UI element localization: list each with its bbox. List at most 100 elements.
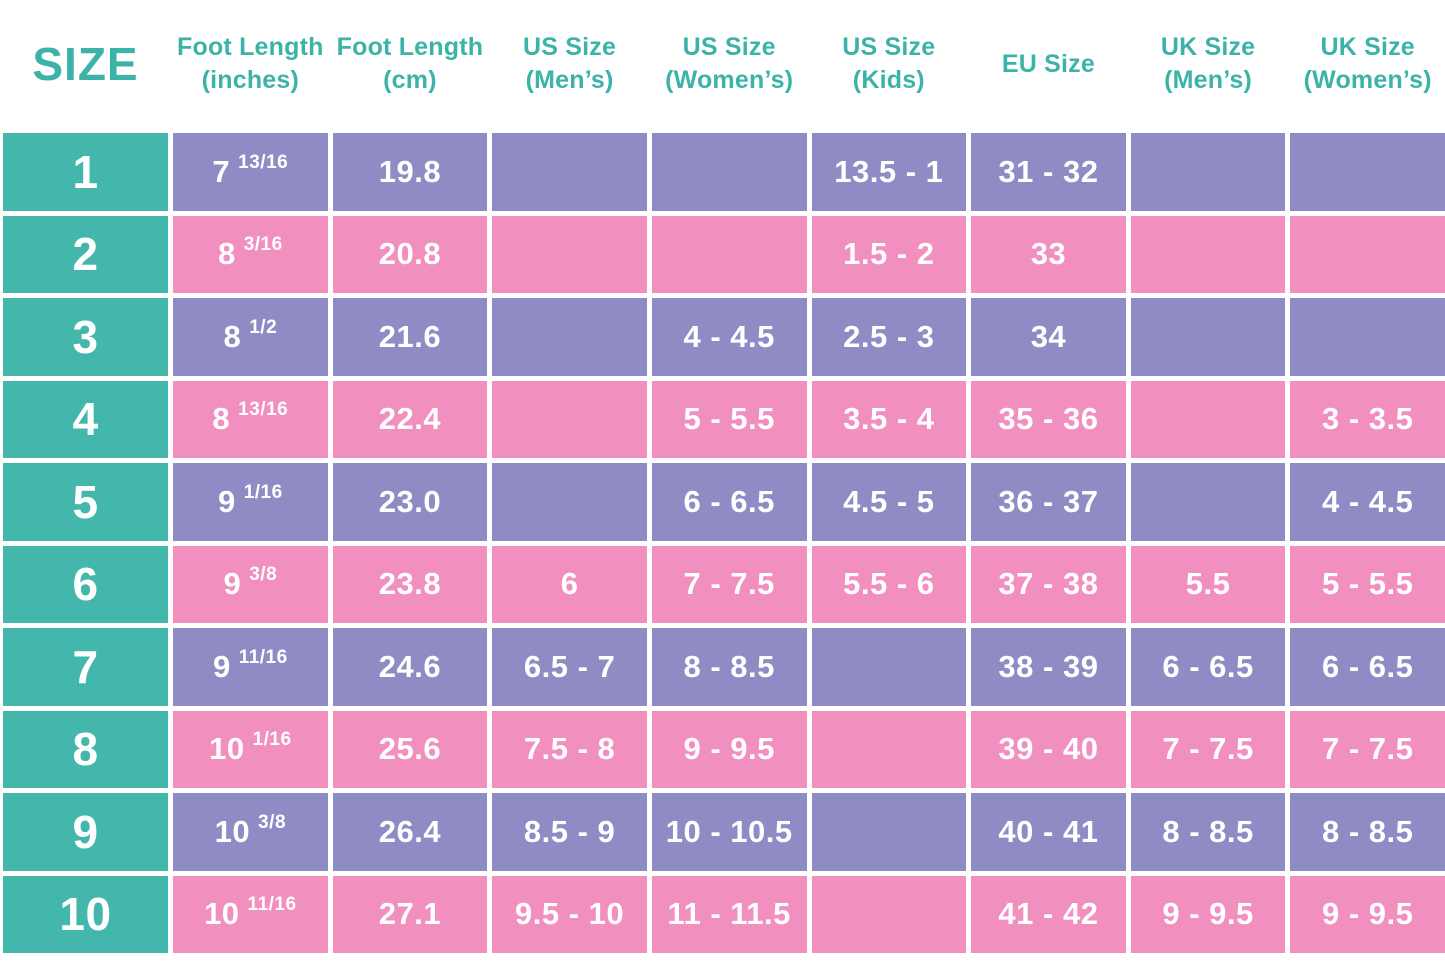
uk-size-mens-cell: [1130, 215, 1286, 293]
uk-size-womens-cell: 4 - 4.5: [1290, 463, 1445, 541]
foot-length-inches-fraction: 1/16: [243, 481, 283, 503]
uk-size-womens-cell: 9 - 9.5: [1290, 875, 1445, 953]
foot-length-inches-whole: 9: [212, 648, 231, 684]
eu-size-cell: 40 - 41: [971, 793, 1126, 871]
column-header-label: US Size: [523, 33, 617, 61]
us-size-womens-cell: 11 - 11.5: [651, 875, 807, 953]
uk-size-womens-cell: [1290, 133, 1445, 211]
foot-length-inches-fraction: 1/16: [252, 729, 292, 751]
column-header-label: US Size: [682, 33, 776, 61]
us-size-womens-cell: 5 - 5.5: [651, 380, 807, 458]
foot-length-inches-cell: 9 3/8: [173, 545, 328, 623]
us-size-mens-cell: [492, 298, 647, 376]
uk-size-womens-cell: 5 - 5.5: [1290, 545, 1445, 623]
uk-size-mens-cell: [1130, 380, 1286, 458]
foot-length-inches-whole: 10: [209, 731, 245, 767]
uk-size-mens-cell: 5.5: [1130, 545, 1286, 623]
foot-length-inches-cell: 9 1/16: [173, 463, 328, 541]
foot-length-cm-cell: 24.6: [332, 628, 488, 706]
column-header-label: EU Size: [1001, 49, 1095, 78]
size-number-cell: 7: [3, 628, 168, 706]
us-size-mens-cell: 6.5 - 7: [492, 628, 647, 706]
size-number-cell: 10: [3, 875, 168, 953]
column-header-foot-length-cm: Foot Length (cm): [332, 0, 488, 128]
us-size-mens-cell: 6: [492, 545, 647, 623]
foot-length-inches-cell: 8 1/2: [173, 298, 328, 376]
column-header-sublabel: (Women’s): [1303, 66, 1432, 94]
column-header-sublabel: (Men’s): [525, 66, 614, 94]
eu-size-cell: 34: [971, 298, 1126, 376]
foot-length-inches-whole: 7: [212, 153, 231, 189]
us-size-kids-cell: [811, 793, 967, 871]
foot-length-inches-fraction: 11/16: [238, 646, 288, 668]
column-header-label: Foot Length: [177, 33, 324, 61]
us-size-kids-cell: 13.5 - 1: [811, 133, 967, 211]
eu-size-cell: 36 - 37: [971, 463, 1126, 541]
size-number-cell: 5: [3, 463, 168, 541]
column-header-us-size-womens: US Size (Women’s): [651, 0, 807, 128]
uk-size-womens-cell: 3 - 3.5: [1290, 380, 1445, 458]
uk-size-womens-cell: [1290, 298, 1445, 376]
column-header-us-size-mens: US Size (Men’s): [492, 0, 647, 128]
foot-length-inches-fraction: 3/16: [243, 234, 283, 256]
eu-size-cell: 35 - 36: [971, 380, 1126, 458]
us-size-kids-cell: 5.5 - 6: [811, 545, 967, 623]
foot-length-inches-whole: 9: [217, 483, 236, 519]
foot-length-inches-fraction: 13/16: [238, 151, 289, 173]
column-header-us-size-kids: US Size (Kids): [811, 0, 967, 128]
column-header-uk-size-mens: UK Size (Men’s): [1130, 0, 1286, 128]
eu-size-cell: 37 - 38: [971, 545, 1126, 623]
eu-size-cell: 33: [971, 215, 1126, 293]
us-size-mens-cell: [492, 133, 647, 211]
uk-size-mens-cell: [1130, 463, 1286, 541]
us-size-kids-cell: 1.5 - 2: [811, 215, 967, 293]
us-size-womens-cell: 4 - 4.5: [651, 298, 807, 376]
uk-size-womens-cell: 7 - 7.5: [1290, 710, 1445, 788]
uk-size-womens-cell: 6 - 6.5: [1290, 628, 1445, 706]
eu-size-cell: 41 - 42: [971, 875, 1126, 953]
uk-size-mens-cell: 9 - 9.5: [1130, 875, 1286, 953]
size-number-cell: 8: [3, 710, 168, 788]
uk-size-mens-cell: [1130, 298, 1286, 376]
size-number-cell: 9: [3, 793, 168, 871]
foot-length-cm-cell: 27.1: [332, 875, 488, 953]
foot-length-inches-fraction: 13/16: [238, 399, 289, 421]
column-header-label: UK Size: [1320, 33, 1415, 61]
us-size-mens-cell: 9.5 - 10: [492, 875, 647, 953]
size-number-cell: 3: [3, 298, 168, 376]
foot-length-cm-cell: 23.0: [332, 463, 488, 541]
column-header-label: UK Size: [1160, 33, 1256, 61]
foot-length-inches-fraction: 11/16: [247, 894, 297, 916]
column-header-size: SIZE: [3, 0, 168, 128]
column-header-label: Foot Length: [336, 33, 484, 61]
uk-size-mens-cell: [1130, 133, 1286, 211]
column-header-foot-length-inches: Foot Length (inches): [173, 0, 328, 128]
foot-length-inches-cell: 7 13/16: [173, 133, 328, 211]
us-size-kids-cell: 3.5 - 4: [811, 380, 967, 458]
us-size-kids-cell: [811, 628, 967, 706]
column-header-sublabel: (Kids): [852, 66, 925, 94]
foot-length-cm-cell: 20.8: [332, 215, 488, 293]
foot-length-inches-whole: 10: [204, 896, 240, 932]
us-size-kids-cell: 4.5 - 5: [811, 463, 967, 541]
foot-length-inches-whole: 10: [214, 813, 251, 849]
foot-length-inches-cell: 10 1/16: [173, 710, 328, 788]
column-header-sublabel: (Men’s): [1164, 66, 1253, 94]
us-size-mens-cell: [492, 215, 647, 293]
column-header-sublabel: (cm): [383, 66, 437, 94]
column-header-sublabel: (Women’s): [665, 66, 794, 94]
us-size-mens-cell: 8.5 - 9: [492, 793, 647, 871]
us-size-womens-cell: 9 - 9.5: [651, 710, 807, 788]
foot-length-inches-whole: 8: [223, 318, 242, 354]
eu-size-cell: 39 - 40: [971, 710, 1126, 788]
foot-length-inches-whole: 8: [217, 236, 236, 272]
eu-size-cell: 31 - 32: [971, 133, 1126, 211]
eu-size-cell: 38 - 39: [971, 628, 1126, 706]
uk-size-womens-cell: 8 - 8.5: [1290, 793, 1445, 871]
us-size-mens-cell: [492, 380, 647, 458]
us-size-kids-cell: 2.5 - 3: [811, 298, 967, 376]
foot-length-inches-fraction: 3/8: [249, 564, 278, 586]
column-header-uk-size-womens: UK Size (Women’s): [1290, 0, 1445, 128]
us-size-mens-cell: 7.5 - 8: [492, 710, 647, 788]
foot-length-cm-cell: 19.8: [332, 133, 488, 211]
